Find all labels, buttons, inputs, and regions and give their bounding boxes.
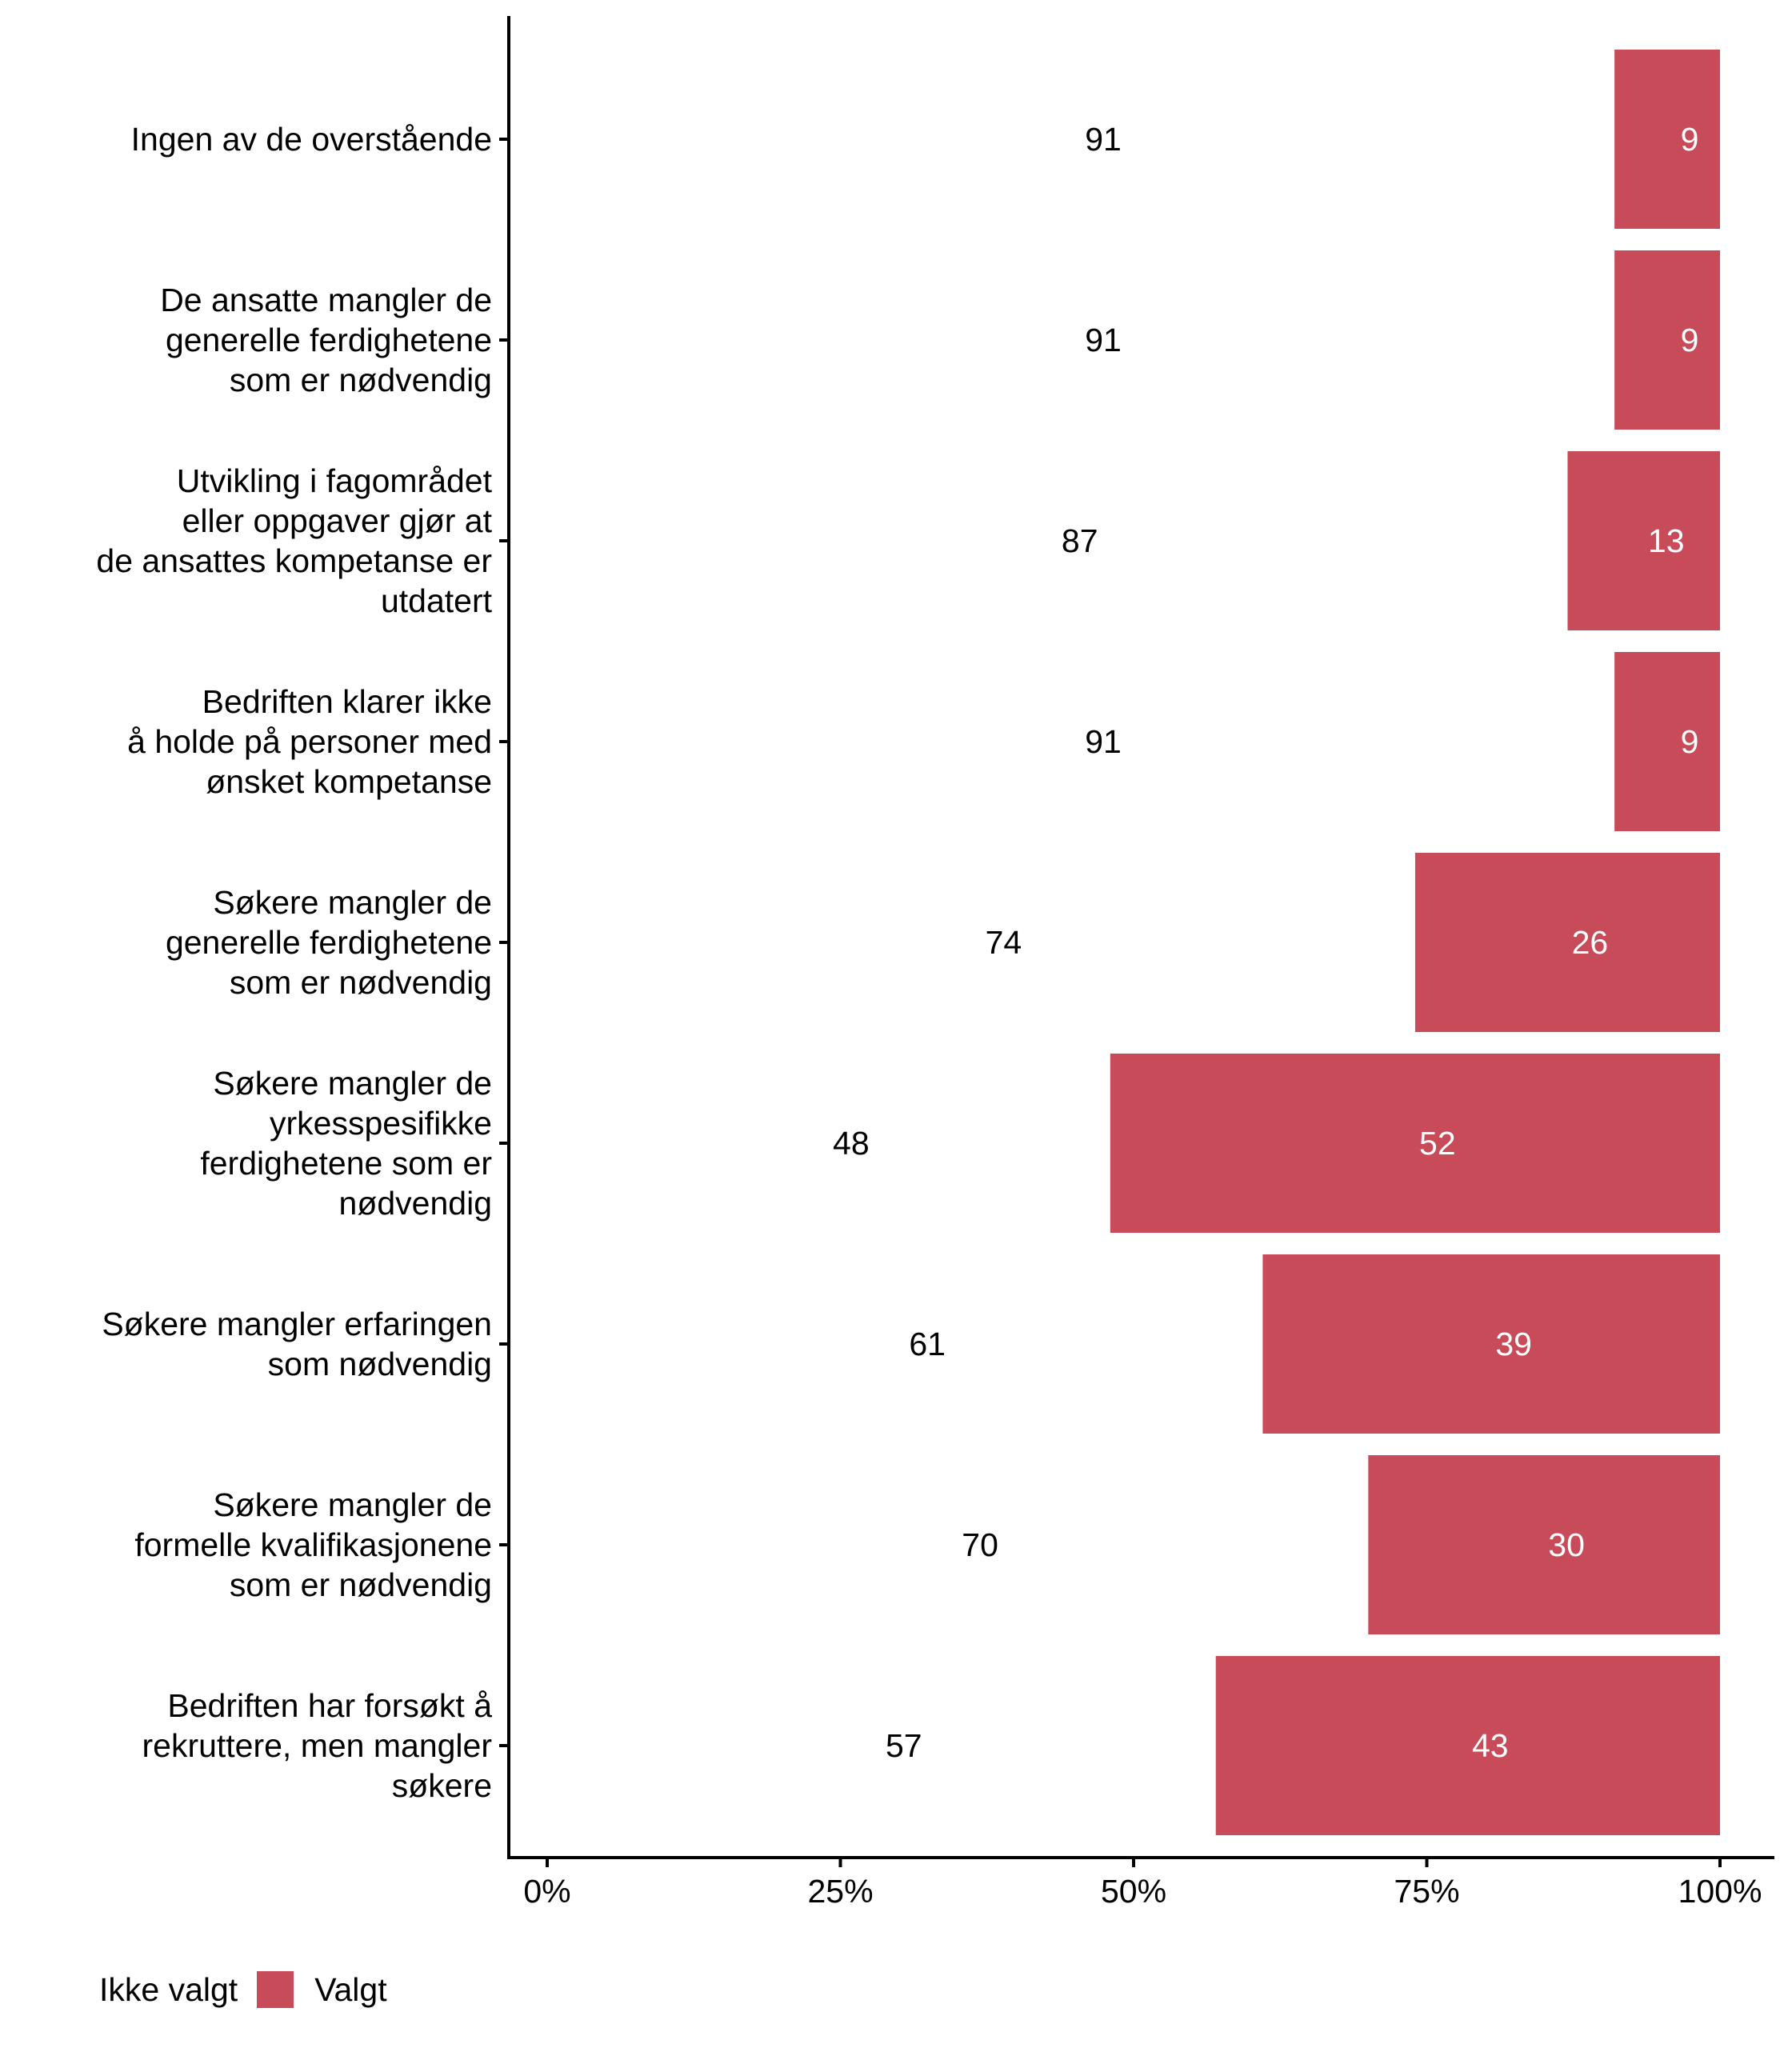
data-label-ikke-valgt: 48 — [833, 1125, 870, 1162]
bar-ikke-valgt — [547, 652, 1615, 831]
data-label-ikke-valgt: 87 — [1062, 522, 1098, 559]
bar-valgt — [1262, 1254, 1720, 1434]
legend-label-valgt: Valgt — [314, 1970, 387, 2008]
data-label-ikke-valgt: 91 — [1085, 322, 1122, 358]
category-label: Søkere mangler erfaringen som nødvendig — [0, 1304, 492, 1384]
data-label-ikke-valgt: 74 — [986, 924, 1022, 961]
category-label-line: som er nødvendig — [229, 362, 492, 398]
category-label-line: som nødvendig — [267, 1346, 492, 1382]
bars-layer — [547, 50, 1720, 1835]
x-ticks-layer: 0% 25% 50% 75% 100% — [523, 1858, 1762, 1910]
category-label-line: å holde på personer med — [127, 723, 492, 760]
bar-ikke-valgt — [547, 1254, 1263, 1434]
bar-valgt — [1414, 853, 1720, 1032]
bar-valgt — [1368, 1455, 1720, 1634]
data-label-ikke-valgt: 57 — [886, 1727, 922, 1764]
category-label-line: som er nødvendig — [229, 964, 492, 1001]
category-label: Bedriften klarer ikke å holde på personer… — [0, 682, 492, 802]
category-label: Søkere mangler de yrkesspesifikke ferdighe… — [0, 1063, 492, 1223]
data-label-valgt: 9 — [1681, 322, 1699, 358]
category-label: Søkere mangler de generelle ferdighetene s… — [0, 882, 492, 1002]
category-label: De ansatte mangler de generelle ferdighet… — [0, 280, 492, 400]
category-label-line: generelle ferdighetene — [165, 924, 492, 961]
category-label-line: formelle kvalifikasjonene — [134, 1526, 492, 1563]
bar-ikke-valgt — [547, 1455, 1369, 1634]
x-tick-label: 75% — [1394, 1873, 1459, 1910]
data-label-valgt: 26 — [1572, 924, 1609, 961]
category-label-line: Bedriften klarer ikke — [202, 683, 492, 720]
category-label-line: De ansatte mangler de — [160, 282, 492, 318]
x-tick-label: 50% — [1101, 1873, 1166, 1910]
category-label-line: ønsket kompetanse — [206, 763, 492, 800]
category-label: Ingen av de overstående — [0, 119, 492, 159]
x-tick-label: 100% — [1678, 1873, 1762, 1910]
bar-valgt — [1567, 451, 1720, 630]
bar-labels-layer: 91 9 91 9 87 13 91 9 74 26 48 52 61 39 70 30 57 43 — [833, 121, 1698, 1764]
data-label-valgt: 9 — [1681, 723, 1699, 760]
bar-valgt — [1614, 250, 1720, 430]
bar-ikke-valgt — [547, 853, 1415, 1032]
x-tick-label: 25% — [807, 1873, 873, 1910]
data-label-valgt: 30 — [1548, 1526, 1585, 1563]
legend-swatch-valgt — [257, 1971, 294, 2008]
data-label-ikke-valgt: 61 — [909, 1326, 946, 1362]
category-label-line: Søkere mangler de — [213, 1486, 492, 1523]
data-label-valgt: 13 — [1648, 522, 1685, 559]
data-label-valgt: 52 — [1419, 1125, 1456, 1162]
bar-ikke-valgt — [547, 250, 1615, 430]
category-label-line: Utvikling i fagområdet — [176, 462, 492, 499]
category-label-line: eller oppgaver gjør at — [182, 502, 492, 539]
bar-valgt — [1614, 50, 1720, 229]
bar-ikke-valgt — [547, 1054, 1110, 1233]
data-label-valgt: 43 — [1472, 1727, 1509, 1764]
bar-valgt — [1614, 652, 1720, 831]
category-label: Utvikling i fagområdet eller oppgaver gjø… — [0, 461, 492, 621]
category-label-line: ferdighetene som er — [200, 1145, 492, 1182]
category-label-line: Søkere mangler de — [213, 884, 492, 921]
category-label-line: Bedriften har forsøkt å — [167, 1687, 492, 1724]
category-label-line: Ingen av de overstående — [130, 121, 492, 158]
category-label-line: Søkere mangler erfaringen — [102, 1306, 492, 1342]
category-label-line: søkere — [391, 1767, 492, 1804]
data-label-ikke-valgt: 70 — [962, 1526, 998, 1563]
category-label: Bedriften har forsøkt å rekruttere, men m… — [0, 1686, 492, 1806]
data-label-valgt: 39 — [1495, 1326, 1532, 1362]
category-label-line: som er nødvendig — [229, 1566, 492, 1603]
x-tick-label: 0% — [523, 1873, 570, 1910]
category-label-line: rekruttere, men mangler — [142, 1727, 492, 1764]
category-label-line: yrkesspesifikke — [270, 1105, 492, 1142]
category-label-line: nødvendig — [338, 1185, 492, 1222]
data-label-valgt: 9 — [1681, 121, 1699, 158]
bar-ikke-valgt — [547, 50, 1615, 229]
legend: Ikke valgt Valgt — [99, 1970, 387, 2010]
bar-valgt — [1215, 1656, 1720, 1835]
category-label-line: utdatert — [380, 582, 492, 619]
category-label-line: generelle ferdighetene — [165, 322, 492, 358]
category-label-line: de ansattes kompetanse er — [96, 542, 492, 579]
bar-ikke-valgt — [547, 451, 1568, 630]
data-label-ikke-valgt: 91 — [1085, 723, 1122, 760]
category-label: Søkere mangler de formelle kvalifikasjone… — [0, 1485, 492, 1605]
y-ticks-layer — [499, 138, 509, 1747]
bar-ikke-valgt — [547, 1656, 1216, 1835]
data-label-ikke-valgt: 91 — [1085, 121, 1122, 158]
bar-valgt — [1110, 1054, 1720, 1233]
category-label-line: Søkere mangler de — [213, 1065, 492, 1102]
legend-label-ikke-valgt: Ikke valgt — [99, 1970, 238, 2008]
